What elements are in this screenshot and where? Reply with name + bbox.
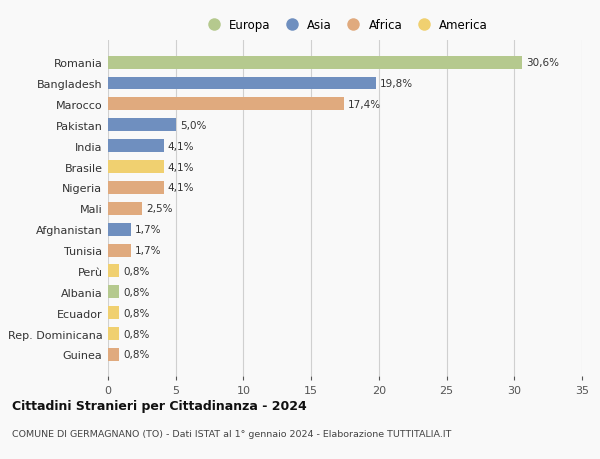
Bar bbox=[108, 119, 176, 132]
Bar bbox=[108, 161, 164, 174]
Bar bbox=[108, 78, 376, 90]
Text: 2,5%: 2,5% bbox=[146, 204, 172, 214]
Bar bbox=[108, 285, 119, 299]
Bar bbox=[108, 56, 523, 69]
Bar bbox=[108, 182, 164, 195]
Bar bbox=[108, 327, 119, 340]
Text: 0,8%: 0,8% bbox=[123, 350, 149, 360]
Text: Cittadini Stranieri per Cittadinanza - 2024: Cittadini Stranieri per Cittadinanza - 2… bbox=[12, 399, 307, 412]
Text: 1,7%: 1,7% bbox=[135, 225, 161, 235]
Text: 4,1%: 4,1% bbox=[167, 141, 194, 151]
Bar bbox=[108, 98, 344, 111]
Bar bbox=[108, 348, 119, 361]
Text: 1,7%: 1,7% bbox=[135, 246, 161, 256]
Bar bbox=[108, 223, 131, 236]
Text: 5,0%: 5,0% bbox=[180, 121, 206, 130]
Bar bbox=[108, 140, 164, 153]
Bar bbox=[108, 307, 119, 319]
Bar bbox=[108, 244, 131, 257]
Text: 0,8%: 0,8% bbox=[123, 287, 149, 297]
Text: 4,1%: 4,1% bbox=[167, 162, 194, 172]
Text: 0,8%: 0,8% bbox=[123, 266, 149, 276]
Text: 0,8%: 0,8% bbox=[123, 308, 149, 318]
Bar bbox=[108, 265, 119, 278]
Text: 19,8%: 19,8% bbox=[380, 79, 413, 89]
Text: COMUNE DI GERMAGNANO (TO) - Dati ISTAT al 1° gennaio 2024 - Elaborazione TUTTITA: COMUNE DI GERMAGNANO (TO) - Dati ISTAT a… bbox=[12, 429, 451, 438]
Text: 17,4%: 17,4% bbox=[348, 100, 381, 110]
Bar bbox=[108, 202, 142, 215]
Legend: Europa, Asia, Africa, America: Europa, Asia, Africa, America bbox=[202, 19, 488, 32]
Text: 4,1%: 4,1% bbox=[167, 183, 194, 193]
Text: 0,8%: 0,8% bbox=[123, 329, 149, 339]
Text: 30,6%: 30,6% bbox=[526, 58, 559, 68]
